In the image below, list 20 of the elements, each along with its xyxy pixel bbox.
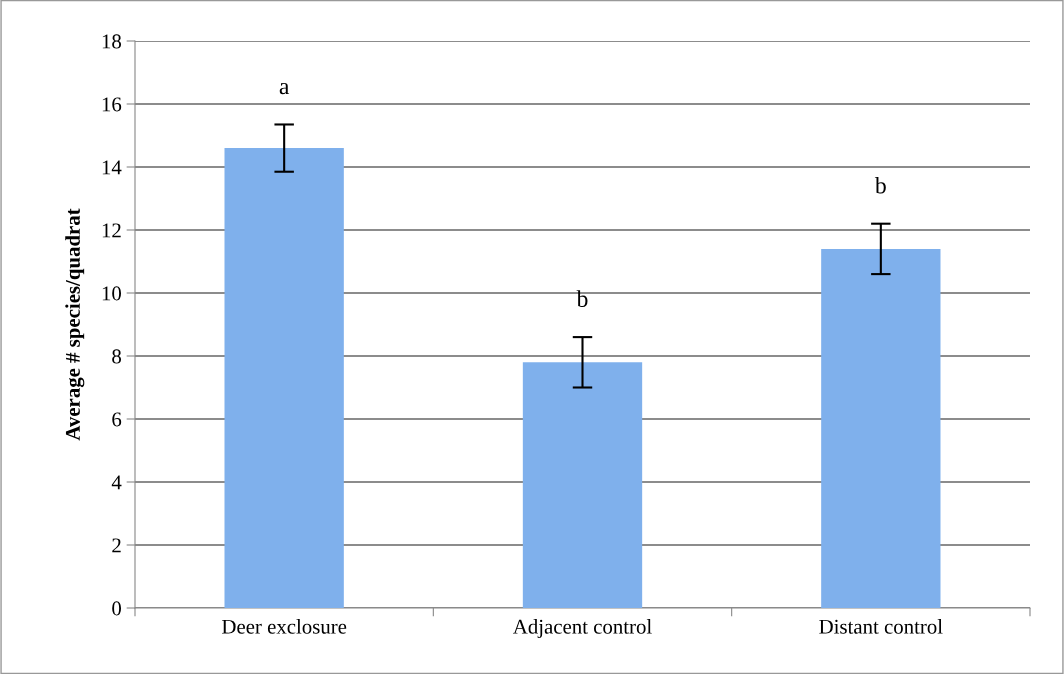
bar [522, 362, 643, 608]
bar [224, 148, 344, 608]
y-tick-label: 0 [112, 601, 122, 616]
y-axis-title: Average # species/quadrat [65, 208, 85, 441]
annotation: a [279, 82, 290, 95]
y-tick-label: 8 [112, 349, 122, 364]
y-tick-label: 10 [102, 286, 122, 301]
y-tick-label: 14 [102, 160, 122, 175]
annotation: b [576, 290, 588, 307]
y-tick-label: 12 [102, 223, 121, 238]
y-tick-label: 2 [112, 538, 121, 553]
bar [821, 248, 941, 608]
x-tick-label: Adjacent control [513, 619, 652, 638]
y-tick-label: 6 [112, 412, 122, 427]
y-tick-label: 16 [102, 97, 122, 112]
x-tick-label: Deer exclosure [222, 619, 347, 634]
y-tick-label: 18 [102, 34, 122, 49]
annotation: b [874, 176, 886, 194]
y-tick-label: 4 [111, 475, 122, 490]
x-tick-label: Distant control [819, 619, 943, 634]
